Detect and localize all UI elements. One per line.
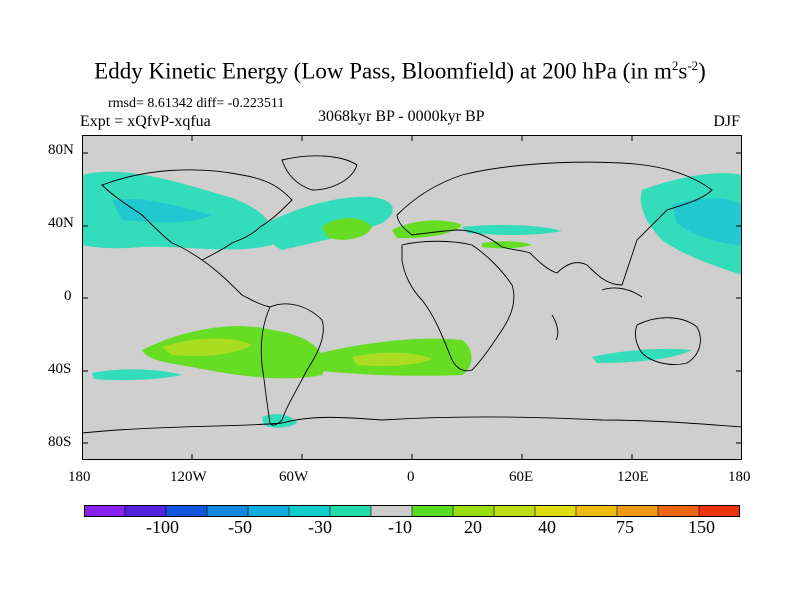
coast-greenland [281,155,358,191]
contour-south-pacific [142,326,325,379]
colorbar-box [206,505,249,517]
colorbar-label-minus-30: -30 [308,517,332,537]
season-label: DJF [713,113,740,130]
map-panel [82,135,742,460]
colorbar-box [329,505,372,517]
coast-antarctica [82,416,742,434]
contour-mid-atlantic [322,218,372,240]
colorbar-label-minus-10: -10 [388,517,412,537]
colorbar-box [534,505,577,517]
contour-asia-band [462,224,562,235]
x-label-120w: 120W [170,469,207,485]
x-label-180w: 180 [68,469,91,485]
contour-arabia [482,241,532,249]
colorbar-boxes [84,505,740,517]
colorbar-box [575,505,618,517]
colorbar-label-75: 75 [616,517,634,537]
coast-australia [634,317,701,365]
colorbar-box [698,505,740,517]
contour-south-atlantic-core [352,352,432,367]
colorbar-label-40: 40 [538,517,556,537]
colorbar-box [370,505,413,517]
colorbar-label-150: 150 [688,517,715,537]
contour-nw-pacific-core [672,198,742,245]
colorbar-box [616,505,659,517]
colorbar-box [84,505,126,517]
colorbar-frame [84,505,740,517]
y-label-80n: 80N [48,142,74,158]
coast-eurasia [396,161,713,286]
map-frame [82,135,742,460]
x-label-0: 0 [407,469,415,485]
contour-mediterranean [392,220,462,239]
colorbar-label-minus-100: -100 [146,517,179,537]
colorbar [84,505,740,517]
stats-line: rmsd= 8.61342 diff= -0.223511 [108,96,285,111]
x-label-120e: 120E [617,469,649,485]
plot-title: Eddy Kinetic Energy (Low Pass, Bloomfiel… [94,58,706,84]
contour-fields [82,171,742,428]
colorbar-box [247,505,290,517]
contour-south-pacific-core [162,338,252,356]
y-label-0: 0 [64,288,72,304]
x-label-180e: 180 [728,469,751,485]
coast-south-america [260,303,324,426]
coast-africa [401,240,515,372]
x-label-60e: 60E [509,469,534,485]
colorbar-box [452,505,495,517]
coastlines [82,155,742,434]
colorbar-box [288,505,331,517]
colorbar-box [165,505,208,517]
period-label: 3068kyr BP - 0000kyr BP [318,108,485,125]
y-label-80s: 80S [48,434,72,450]
colorbar-box [657,505,700,517]
coast-north-america [101,169,293,261]
experiment-label: Expt = xQfvP-xqfua [80,113,211,130]
contour-south-strip-east [592,348,692,363]
contour-south-strip-west [92,369,182,381]
x-label-60w: 60W [279,469,309,485]
y-label-40n: 40N [48,215,74,231]
colorbar-label-20: 20 [464,517,482,537]
coast-central-america [201,259,271,308]
colorbar-box [124,505,167,517]
colorbar-box [493,505,536,517]
contour-north-pacific-core [112,198,212,223]
colorbar-label-minus-50: -50 [228,517,252,537]
colorbar-box [411,505,454,517]
y-label-40s: 40S [48,361,72,377]
coast-madagascar [551,314,559,341]
coast-indonesia [601,287,643,298]
